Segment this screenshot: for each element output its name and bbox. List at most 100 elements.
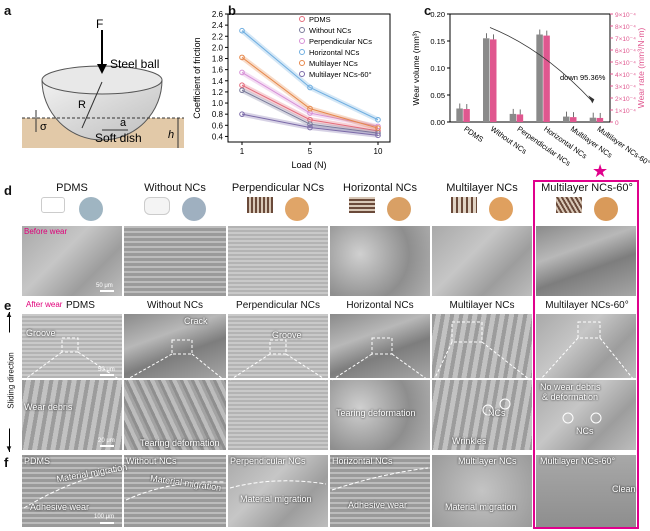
bar: [490, 39, 497, 122]
legend-marker: [299, 60, 305, 66]
migration-label-perp: Material migration: [240, 494, 312, 504]
f-label-without: Without NCs: [126, 456, 177, 466]
sample-header-label: Perpendicular NCs: [231, 182, 325, 194]
y-axis-label: Coefficient of friction: [192, 37, 202, 118]
scale-bar-label: 20 μm: [98, 438, 115, 444]
f-label-multi: Multilayer NCs: [458, 456, 517, 466]
bar: [463, 109, 470, 122]
data-point: [239, 69, 245, 76]
wrinkles-label: Wrinkles: [452, 436, 487, 446]
y-tick-label: 0.4: [212, 132, 224, 141]
sample-disc: [79, 197, 103, 221]
y-tick-label: 2.0: [212, 43, 224, 52]
sem-after-bottom-horiz: [330, 380, 430, 450]
sem-f-multi: [432, 455, 532, 527]
sem-before-horiz: [330, 226, 430, 296]
y2-axis-label: Wear rate (mm³/N·m): [636, 28, 646, 109]
friction-line-chart: 0.4 0.6 0.8 1.0 1.2 1.4 1.6 1.8 2.0 2.2 2.4 2.6 1 5 10…: [192, 10, 391, 170]
sem-after-bottom-multi: [432, 380, 532, 450]
y2-tick-label: 1×10⁻⁴: [615, 108, 636, 115]
sample-header-label: Without NCs: [144, 182, 206, 194]
sem-f-horiz: [330, 455, 430, 527]
sem-before-without: [124, 226, 226, 296]
groove-label: Groove: [26, 328, 56, 338]
depth-label: σ: [40, 121, 47, 133]
y-tick-label: 2.2: [212, 32, 224, 41]
y2-tick-label: 6×10⁻⁴: [615, 48, 636, 55]
sem-after-bottom-perp: [228, 380, 328, 450]
sample-disc: [182, 197, 206, 221]
before-wear-tag: Before wear: [24, 227, 68, 236]
bar: [563, 116, 570, 122]
legend-marker: [299, 71, 305, 77]
panel-letter-f: f: [4, 455, 9, 470]
after-label-perp: Perpendicular NCs: [236, 300, 320, 311]
legend-entry: Multilayer NCs: [309, 59, 358, 68]
migration-line-horiz: [331, 467, 429, 491]
after-label-multi60: Multilayer NCs-60°: [545, 300, 629, 311]
panel-letter-b: b: [228, 3, 236, 18]
migration-line-perp: [229, 480, 327, 489]
no-wear-label: No wear debris: [540, 382, 601, 392]
bar: [536, 34, 543, 122]
trend-arrow-line: [489, 27, 592, 101]
data-point: [375, 132, 381, 139]
sample-photo: [144, 197, 170, 215]
sample-photo: [41, 197, 65, 213]
sample-disc: [489, 197, 513, 221]
sample-photo: [451, 197, 477, 213]
sem-f-multi60: [536, 455, 636, 527]
sample-photo: [556, 197, 582, 213]
sem-f-perp: [228, 455, 328, 527]
ncs-circle: [482, 404, 494, 416]
sample-header-multi60: Multilayer NCs-60°: [536, 182, 638, 224]
legend-marker: [299, 49, 305, 55]
sample-header-pdms: PDMS: [22, 182, 122, 224]
migration-label-multi: Material migration: [445, 502, 517, 512]
zoom-box-pdms: [61, 337, 79, 353]
sample-header-label: Multilayer NCs: [446, 182, 518, 194]
y-tick-label: 1.6: [212, 66, 224, 75]
data-point: [375, 116, 381, 123]
f-label-horiz: Horizontal NCs: [332, 456, 393, 466]
legend-marker: [299, 16, 305, 22]
sample-header-perp: Perpendicular NCs: [228, 182, 328, 224]
radius-label: R: [78, 99, 86, 111]
y-tick-label: 0.8: [212, 110, 224, 119]
sample-header-multi: Multilayer NCs: [432, 182, 532, 224]
sample-photo: [247, 197, 273, 213]
legend-entry: Multilayer NCs-60°: [309, 70, 372, 79]
tearing-label-without: Tearing deformation: [140, 438, 220, 448]
data-point: [307, 124, 313, 131]
crack-label: Crack: [184, 316, 208, 326]
clean-label: Clean: [612, 484, 636, 494]
series-line: [241, 113, 379, 136]
contact-schematic: F Steel ball R a σ Soft dish h: [22, 17, 184, 148]
legend-marker: [299, 27, 305, 33]
legend-entry: Perpendicular NCs: [309, 37, 372, 46]
sliding-direction: ▲ ▼ Sliding direction: [3, 310, 17, 453]
data-point: [239, 27, 245, 34]
y2-tick-label: 7×10⁻⁴: [615, 36, 636, 43]
scale-bar-label: 100 μm: [94, 514, 115, 520]
after-label-horiz: Horizontal NCs: [346, 300, 414, 311]
y-tick-label: 0.10: [430, 64, 445, 73]
bar: [509, 113, 517, 122]
plot-frame: [227, 13, 391, 143]
ball-label: Steel ball: [110, 57, 159, 71]
panel-letter-e: e: [4, 298, 12, 313]
radius-line: [81, 81, 103, 129]
ncs-circle: [562, 412, 574, 424]
bar: [543, 35, 550, 122]
after-label-pdms: PDMS: [66, 300, 95, 311]
arrow-up-icon: ▲: [5, 310, 13, 319]
zoom-box-perp: [269, 339, 287, 355]
sample-disc: [387, 197, 411, 221]
f-label-perp: Perpendicular NCs: [230, 456, 306, 466]
dish-label: Soft dish: [95, 131, 142, 145]
migration-line-without: [125, 481, 225, 501]
trend-arrowhead: [588, 95, 595, 104]
sem-after-bottom-pdms: [22, 380, 122, 450]
steel-ball-shape: [41, 79, 163, 141]
sem-before-pdms: [22, 226, 122, 296]
